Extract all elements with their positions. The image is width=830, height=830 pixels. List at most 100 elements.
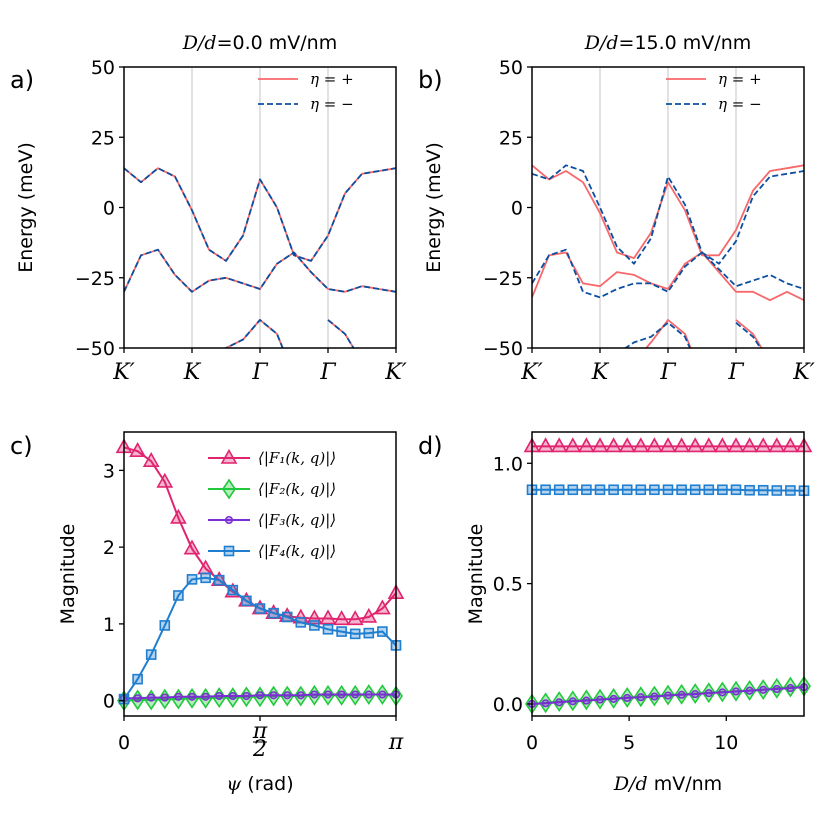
triangle-marker: [700, 437, 718, 453]
square-marker: [223, 545, 235, 557]
circle-marker: [595, 695, 605, 704]
square-marker: [309, 620, 320, 631]
square-marker: [363, 627, 375, 639]
triangle-marker: [754, 437, 772, 453]
circle-marker: [269, 691, 278, 700]
circle-marker: [772, 684, 781, 694]
legend-label: ⟨|F₁(k, q)|⟩: [258, 449, 336, 467]
diamond-marker: [225, 687, 240, 709]
square-marker: [200, 572, 211, 584]
y-tick-label: −25: [483, 268, 523, 290]
y-tick-label: −25: [75, 268, 115, 290]
circle-marker: [623, 693, 632, 702]
square-marker: [159, 620, 171, 631]
x-axis-label-var: ψ: [226, 773, 242, 795]
x-tick-label: 0: [118, 732, 130, 754]
eta-plus-band-2: [532, 251, 804, 302]
triangle-marker: [550, 437, 568, 453]
title-value: =0.0 mV/nm: [217, 32, 338, 54]
circle-marker: [609, 694, 618, 703]
square-marker: [268, 607, 279, 619]
square-marker: [635, 484, 647, 496]
circle-marker: [351, 690, 360, 699]
band-lines: [124, 167, 396, 348]
diamond-marker: [198, 687, 213, 709]
square-marker: [349, 628, 361, 640]
triangle-marker: [319, 609, 337, 625]
circle-marker: [677, 690, 686, 699]
y-tick-label: 50: [91, 57, 115, 79]
y-tick-label: 0.5: [493, 574, 523, 596]
x-tick-label: K′: [112, 360, 134, 385]
triangle-marker: [782, 437, 799, 453]
title-variable: D/d: [584, 32, 619, 54]
triangle-marker: [659, 437, 677, 453]
eta-minus-band-1: [124, 167, 396, 262]
triangle-marker: [741, 437, 758, 453]
circle-marker: [296, 691, 305, 700]
diamond-marker: [212, 687, 227, 709]
square-marker: [703, 484, 715, 496]
x-tick-label: K′: [792, 360, 814, 385]
triangle-marker: [170, 508, 187, 524]
y-tick-label: 25: [499, 127, 523, 149]
legend-label: η = +: [718, 70, 762, 88]
panel-d: 0.0 0.5 1.0 0 5 10 Magnitude D/d mV/nm: [465, 431, 813, 795]
square-marker: [744, 484, 755, 496]
circle-marker: [160, 693, 169, 702]
square-marker: [173, 590, 184, 601]
y-tick-label: −50: [483, 338, 523, 360]
triangle-marker: [605, 437, 622, 453]
y-axis-label: Magnitude: [57, 524, 79, 625]
square-marker: [621, 484, 633, 496]
square-marker: [608, 484, 619, 496]
square-marker: [336, 626, 347, 637]
square-marker: [757, 484, 769, 496]
circle-marker: [541, 699, 550, 708]
y-tick-label: 0: [103, 691, 115, 713]
circle-marker: [731, 687, 741, 696]
band-lines: [532, 164, 804, 348]
series-line-F3: [124, 693, 396, 700]
y-tick-label: 1: [103, 614, 115, 636]
triangle-marker: [346, 610, 364, 626]
eta-plus-band-1: [532, 164, 804, 259]
triangle-marker: [618, 437, 636, 453]
y-tick-label: 25: [91, 127, 115, 149]
y-tick-label: 0: [511, 198, 523, 220]
triangle-marker: [360, 607, 378, 623]
diamond-marker: [222, 478, 236, 500]
square-marker: [322, 623, 334, 635]
square-marker: [254, 603, 266, 614]
triangle-marker: [537, 437, 554, 453]
eta-minus-band-2: [532, 248, 804, 299]
panel-b-title: D/d=15.0 mV/nm: [584, 32, 752, 54]
diamond-marker: [157, 688, 172, 710]
x-tick-label: K: [591, 360, 610, 385]
panel-label-c: c): [10, 432, 33, 460]
legend-label: η = −: [310, 95, 354, 113]
y-tick-label: 2: [103, 537, 115, 559]
triangle-marker: [714, 437, 731, 453]
triangle-marker: [646, 437, 663, 453]
panel-label-a: a): [10, 66, 34, 94]
circle-marker: [691, 690, 700, 699]
triangle-marker: [564, 437, 582, 453]
square-marker: [295, 617, 307, 628]
square-marker: [540, 484, 551, 496]
square-marker: [553, 484, 565, 496]
title-value: =15.0 mV/nm: [619, 32, 752, 54]
x-axis-label-unit: (rad): [241, 773, 293, 795]
circle-marker: [228, 691, 237, 701]
legend-label: ⟨|F₂(k, q)|⟩: [258, 480, 336, 498]
triangle-marker: [673, 437, 690, 453]
circle-marker: [650, 692, 659, 701]
x-tick-label: Γ: [727, 360, 744, 385]
y-tick-label: 50: [499, 57, 523, 79]
x-tick-label: K′: [520, 360, 542, 385]
y-axis-label: Energy (meV): [15, 142, 37, 273]
x-axis-label: D/d mV/nm: [613, 773, 722, 795]
